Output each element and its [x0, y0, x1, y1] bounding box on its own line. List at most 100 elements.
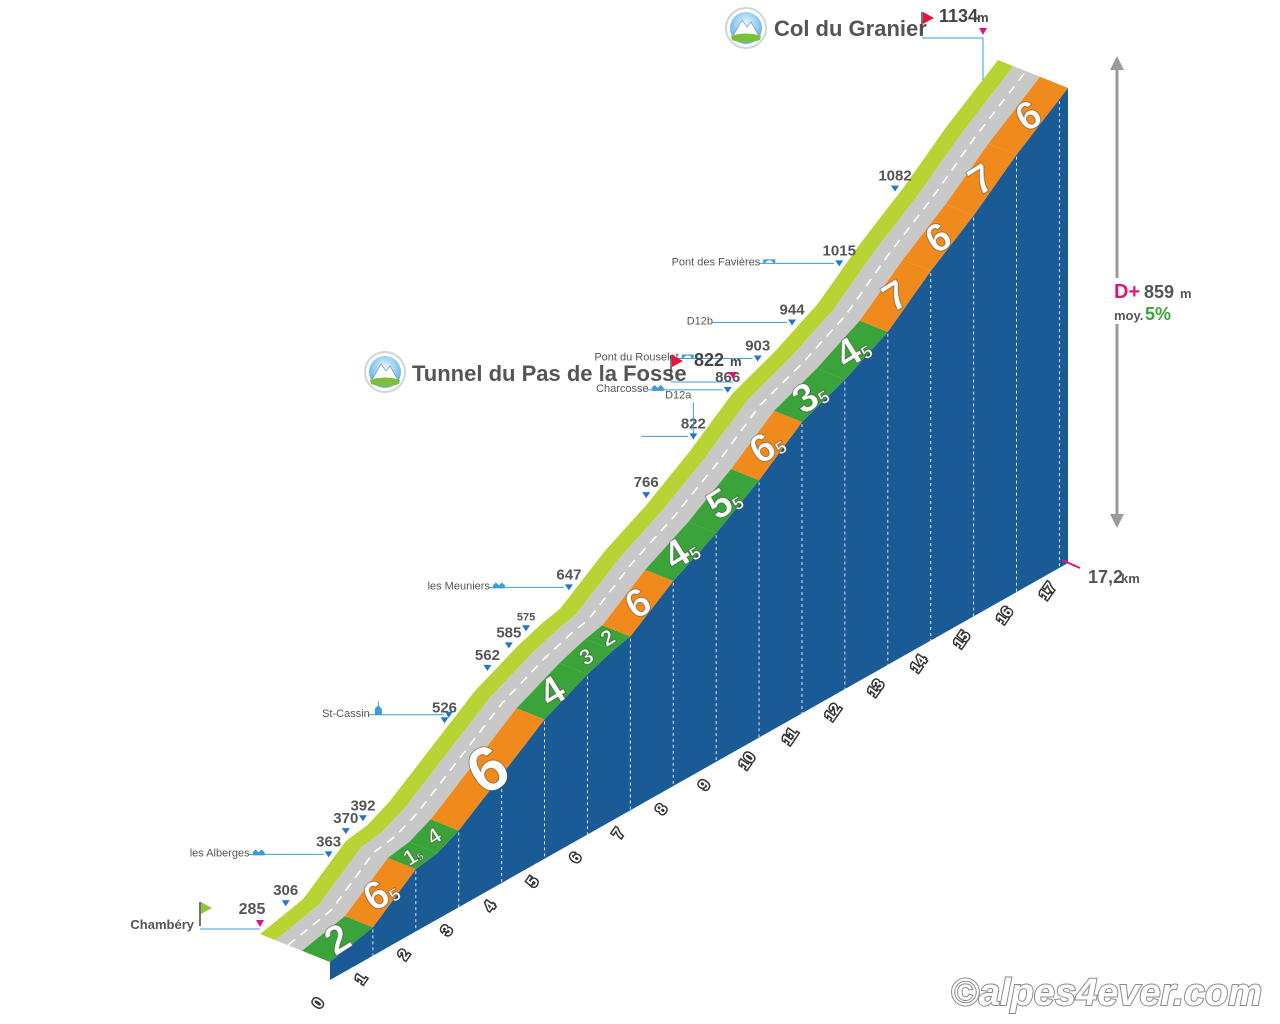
- grade-segment: [302, 916, 373, 962]
- altitude-marker-icon: [444, 711, 453, 718]
- hamlet-icon: [651, 384, 664, 391]
- altitude-marker: 575: [517, 611, 535, 632]
- altitude-marker: 1015 Pont des Favières: [672, 242, 856, 268]
- grade-segment: [902, 204, 974, 271]
- grade-segment: [430, 708, 545, 831]
- grade-segment: [602, 569, 674, 637]
- altitude-value: 903: [745, 338, 770, 355]
- km-tick-label: 17: [1036, 580, 1059, 603]
- km-tick-label: 13: [864, 677, 887, 700]
- hamlet-icon: [492, 582, 505, 589]
- distance-marker-icon: [1061, 559, 1081, 569]
- start-name: Chambéry: [130, 917, 194, 932]
- altitude-marker-icon: [358, 815, 367, 822]
- tunnel-altitude: 822: [694, 350, 724, 370]
- grade-segment: [559, 639, 614, 675]
- bridge-icon: [763, 259, 776, 264]
- altitude-marker: 866 Charcosse: [596, 369, 740, 395]
- summit-flag-icon: [921, 12, 934, 34]
- altitude-marker-icon: [689, 433, 698, 440]
- place-name: les Meuniers: [428, 580, 491, 592]
- km-tick-label: 6: [566, 850, 585, 867]
- grade-segment: [816, 320, 888, 380]
- altitude-marker: 585: [496, 624, 521, 649]
- credit-watermark: ©alpes4ever.com: [951, 972, 1262, 1014]
- grade-segment: [585, 625, 631, 651]
- total-distance: 17,2 km: [1061, 559, 1140, 587]
- summit-marker-icon: [979, 28, 987, 35]
- altitude-marker-icon: [504, 642, 513, 649]
- summit-altitude-unit: m: [977, 10, 989, 25]
- altitude-value: 562: [475, 647, 500, 664]
- grade-segment: [688, 469, 760, 534]
- grade-segment: [945, 143, 1017, 216]
- grade-segment: [409, 819, 459, 854]
- dplus-unit: m: [1180, 286, 1192, 301]
- summit-altitude: 1134: [939, 6, 978, 26]
- grade-segment: [988, 76, 1068, 155]
- altitude-marker: 306: [273, 882, 298, 907]
- altitude-value: 766: [634, 474, 659, 491]
- grade-segment: [645, 522, 717, 581]
- km-tick-label: 12: [821, 701, 844, 724]
- km-tick-label: 1: [352, 971, 371, 988]
- total-distance-value: 17,2: [1088, 567, 1123, 587]
- tunnel-marker-icon: [729, 372, 737, 379]
- altitude-marker-icon: [753, 355, 762, 362]
- altitude-value: 285: [239, 901, 266, 918]
- km-tick-label: 15: [950, 628, 973, 651]
- altitude-value: 1082: [878, 168, 911, 185]
- altitude-marker: 1082: [878, 168, 912, 192]
- road-verge: [260, 60, 1014, 941]
- altitude-marker-icon: [483, 664, 492, 671]
- km-tick-label: 10: [736, 749, 759, 772]
- altitude-marker-icon: [835, 260, 844, 267]
- dplus-value: 859: [1144, 282, 1174, 302]
- tunnel-flag-icon: [670, 355, 683, 378]
- altitude-value: 944: [780, 301, 806, 318]
- place-name: St-Cassin: [322, 708, 370, 720]
- grade-segment: [859, 259, 931, 332]
- altitude-marker: 944 D12b: [687, 301, 805, 327]
- summary-block: D+ 859 m moy. 5%: [1108, 56, 1194, 528]
- altitude-marker: 903 Pont du Rouselet: [594, 338, 770, 364]
- km-tick-label: 9: [695, 777, 714, 794]
- average-grade: 5%: [1145, 304, 1171, 324]
- altitude-marker: 285 Chambéry: [130, 901, 265, 932]
- altitude-marker-icon: [440, 717, 449, 724]
- road-center-line: [287, 70, 1027, 946]
- grade-segment: [731, 410, 802, 481]
- dplus-arrow-up-icon: [1110, 56, 1124, 70]
- grade-segment: [516, 663, 588, 720]
- summit-leader-line: [922, 37, 984, 80]
- km-tick-label: 4: [481, 898, 500, 915]
- km-tick-label: 8: [652, 801, 671, 818]
- place-name: D12a: [665, 389, 692, 401]
- km-tick-label: 3: [438, 922, 457, 939]
- km-tick-label: 16: [993, 604, 1016, 627]
- altitude-marker: 392: [350, 797, 375, 822]
- altitude-marker-icon: [564, 584, 573, 591]
- total-distance-unit: km: [1121, 571, 1140, 586]
- altitude-value: 370: [333, 810, 358, 827]
- dplus-label: D+: [1114, 281, 1140, 303]
- summary-backdrop: [1108, 278, 1194, 324]
- altitude-marker: 766: [634, 474, 659, 499]
- km-tick-label: 7: [609, 825, 628, 842]
- km-tick-label: 0: [309, 995, 328, 1012]
- dplus-arrow-down-icon: [1110, 514, 1124, 528]
- place-name: Charcosse: [596, 383, 649, 395]
- altitude-value: 526: [432, 699, 457, 716]
- km-tick-label: 5: [523, 874, 542, 891]
- altitude-marker-icon: [341, 828, 350, 835]
- bridge-icon: [681, 354, 694, 359]
- altitude-marker: St-Cassin: [322, 701, 453, 720]
- grade-segment: [344, 857, 416, 928]
- altitude-marker: 647 les Meuniers: [428, 566, 582, 592]
- altitude-marker-icon: [324, 851, 333, 858]
- profile-side-fill: [330, 88, 1068, 980]
- start-marker-icon: [256, 920, 264, 927]
